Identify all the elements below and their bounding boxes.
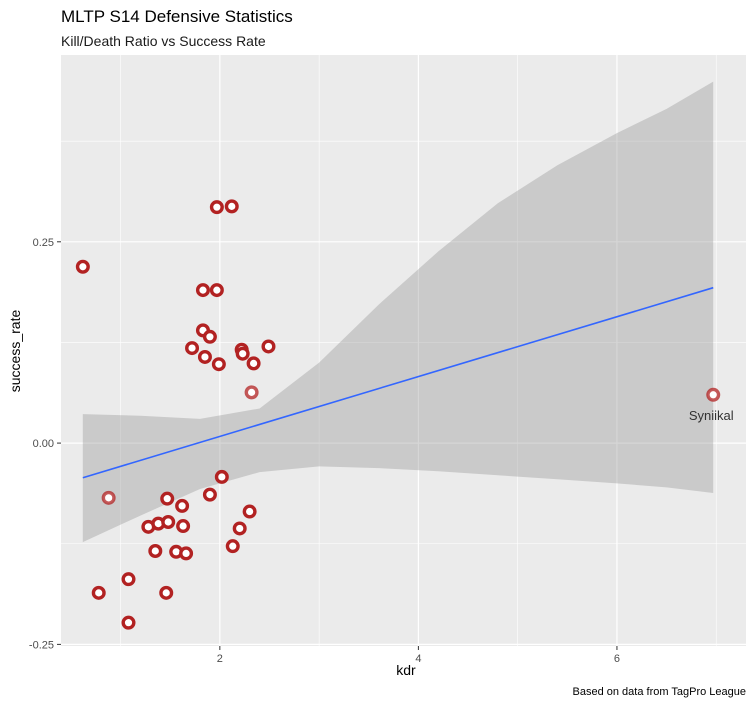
data-point [179, 546, 194, 561]
confidence-band [82, 81, 714, 543]
data-point [176, 519, 191, 534]
x-tick-label: 4 [415, 653, 421, 665]
data-point [224, 199, 239, 214]
y-axis-title: success_rate [7, 310, 23, 393]
data-point [202, 487, 217, 502]
data-points: Syniikal [75, 199, 734, 630]
data-point [214, 469, 229, 484]
data-point [244, 385, 259, 400]
data-point [160, 491, 175, 506]
data-point [148, 543, 163, 558]
data-point [197, 349, 212, 364]
data-point [185, 341, 200, 356]
data-point [161, 515, 176, 530]
data-point [261, 339, 276, 354]
data-point [225, 539, 240, 554]
data-point [121, 572, 136, 587]
trend-line [82, 286, 714, 479]
data-point [242, 504, 257, 519]
y-tick-label: 0.25 [33, 237, 54, 249]
data-point [75, 259, 90, 274]
data-point [235, 346, 250, 361]
data-point [195, 283, 210, 298]
x-tick-label: 6 [614, 653, 620, 665]
data-point [91, 585, 106, 600]
data-point [121, 615, 136, 630]
point-annotation: Syniikal [689, 408, 734, 423]
y-tick-label: 0.00 [33, 438, 54, 450]
chart-subtitle: Kill/Death Ratio vs Success Rate [61, 33, 266, 49]
data-point [232, 521, 247, 536]
axis-ticks: 2 4 6 -0.25 0.00 0.25 [29, 237, 620, 665]
data-point [159, 585, 174, 600]
data-point [246, 356, 261, 371]
x-tick-label: 2 [217, 653, 223, 665]
x-axis-title: kdr [396, 662, 416, 678]
data-point [175, 498, 190, 513]
data-point [101, 490, 116, 505]
y-tick-label: -0.25 [29, 639, 54, 651]
data-point [209, 200, 224, 215]
data-point [209, 283, 224, 298]
data-point [211, 357, 226, 372]
chart-title: MLTP S14 Defensive Statistics [61, 7, 293, 26]
grid-lines [61, 55, 746, 646]
data-point [202, 329, 217, 344]
chart-caption: Based on data from TagPro League [573, 686, 746, 698]
data-point [706, 387, 721, 402]
